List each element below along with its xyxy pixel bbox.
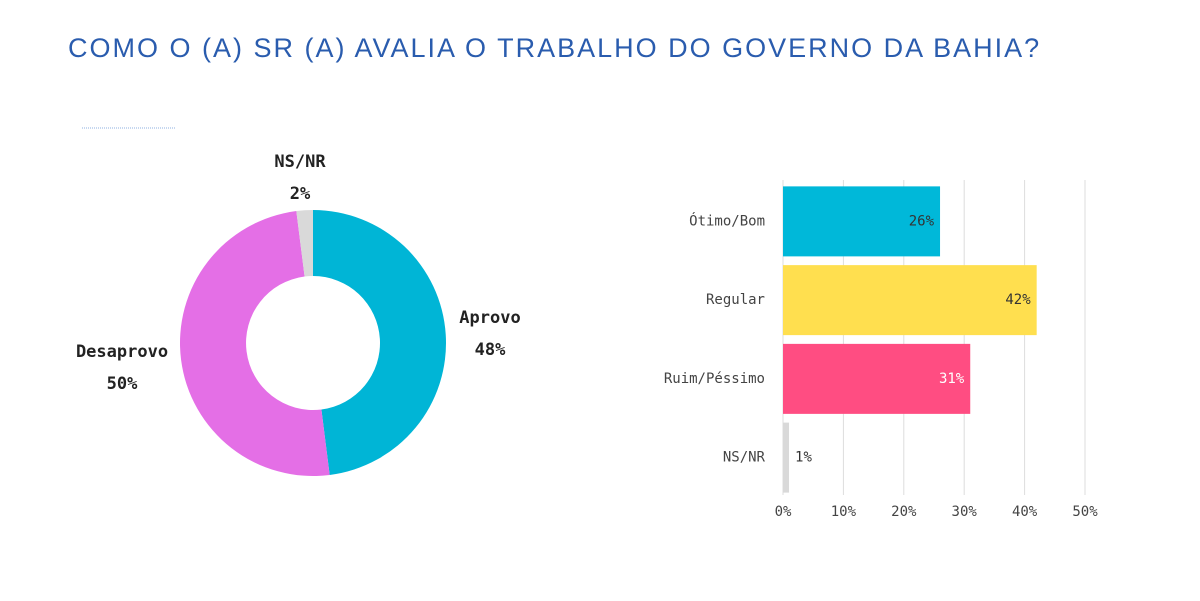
value-label: 31% [939,371,965,387]
value-label: 26% [909,213,935,229]
segment-value: 48% [475,340,506,360]
donut-segment [180,211,330,476]
x-tick-label: 50% [1072,504,1098,520]
x-tick-label: 0% [775,504,792,520]
y-tick-label: Regular [706,292,765,308]
chart-title: COMO O (A) SR (A) AVALIA O TRABALHO DO G… [68,33,1041,63]
bar [783,343,971,414]
bar [783,186,941,257]
donut-segment [313,210,447,475]
segment-value: 50% [107,374,138,394]
segment-label: Aprovo [459,308,520,328]
bar [783,422,790,493]
y-tick-label: NS/NR [723,450,766,466]
x-tick-label: 20% [891,504,917,520]
x-tick-label: 30% [952,504,978,520]
segment-value: 2% [290,184,311,204]
x-tick-label: 40% [1012,504,1038,520]
y-tick-label: Ótimo/Bom [689,211,765,229]
value-label: 1% [795,450,812,466]
bar [783,265,1037,336]
donut-segment [296,210,313,277]
segment-label: Desaprovo [76,342,168,362]
segment-label: NS/NR [274,152,326,172]
value-label: 42% [1005,292,1031,308]
y-tick-label: Ruim/Péssimo [664,371,765,387]
x-tick-label: 10% [831,504,857,520]
